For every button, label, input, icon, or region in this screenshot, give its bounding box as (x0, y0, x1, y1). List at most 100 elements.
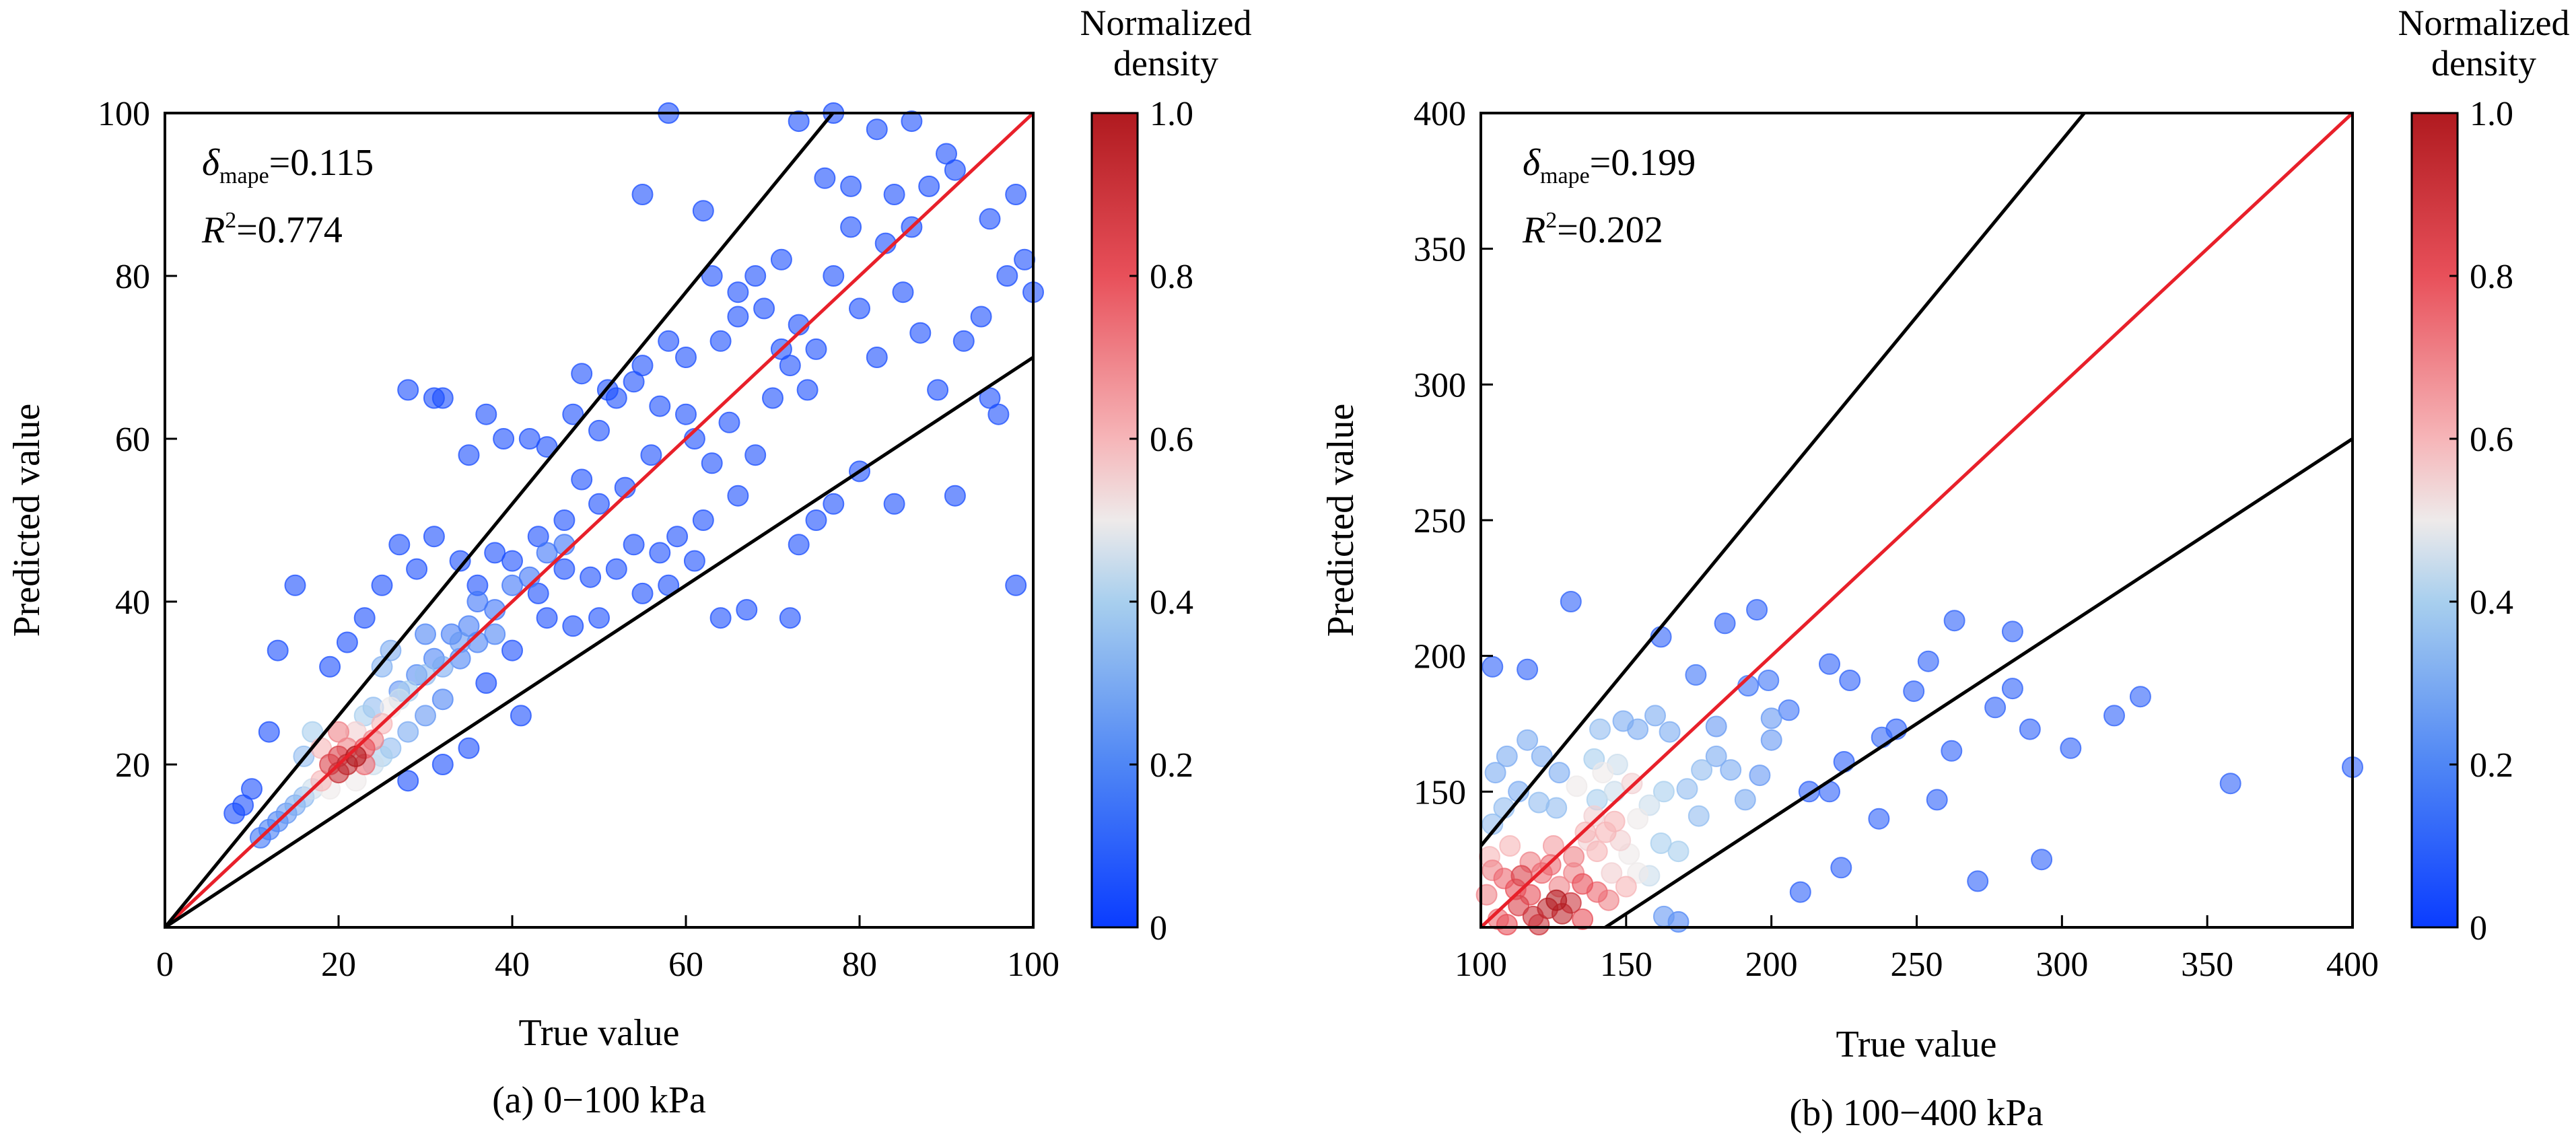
bound-line (164, 112, 835, 929)
data-point (388, 534, 411, 556)
panel-b-colorbar (2410, 112, 2459, 929)
panel-b-y-axis-label: Predicted value (1320, 404, 1362, 637)
data-point (883, 184, 905, 205)
data-point (1615, 876, 1637, 898)
data-point (744, 444, 767, 466)
data-point (1760, 729, 1782, 751)
data-point (1014, 248, 1036, 271)
data-point (1833, 751, 1855, 773)
data-point (805, 338, 827, 360)
data-point (1484, 762, 1506, 784)
y-tick-label: 150 (1414, 773, 1466, 812)
x-tick-label: 250 (1891, 946, 1943, 984)
data-point (562, 403, 584, 425)
data-point (1566, 775, 1588, 797)
panel-a-caption: (a) 0−100 kPa (492, 1079, 706, 1121)
data-point (727, 485, 749, 507)
data-point (901, 110, 923, 133)
panel-a-plot-frame (164, 112, 1035, 929)
data-point (1757, 670, 1780, 691)
data-point (944, 159, 966, 181)
data-point (709, 330, 732, 352)
data-point (1691, 759, 1713, 781)
data-point (1589, 718, 1611, 740)
data-point (397, 379, 419, 401)
x-tick-label: 100 (1455, 946, 1507, 984)
y-tick-label: 100 (98, 95, 150, 133)
data-point (223, 802, 246, 824)
x-tick-label: 80 (842, 946, 877, 984)
data-point (1943, 610, 1965, 632)
colorbar-tick-label: 0.8 (2470, 258, 2513, 296)
x-tick-label: 0 (156, 946, 174, 984)
data-point (371, 655, 393, 678)
panel-b-caption: (b) 100−400 kPa (1790, 1092, 2044, 1134)
data-point (1510, 865, 1533, 887)
data-point (1926, 789, 1948, 811)
data-point (1508, 894, 1530, 917)
data-point (415, 705, 436, 727)
data-point (788, 534, 810, 556)
data-point (449, 550, 471, 572)
data-point (1496, 745, 1518, 767)
data-point (892, 281, 914, 304)
data-point (840, 216, 862, 238)
data-point (1868, 808, 1890, 830)
data-point (1720, 759, 1742, 781)
data-point (562, 615, 584, 637)
data-point (267, 639, 289, 662)
data-point (353, 607, 376, 629)
panel-b-reference-lines (1480, 112, 2354, 929)
data-point (823, 493, 845, 515)
data-point (484, 623, 506, 645)
data-point (753, 297, 775, 320)
data-point (1005, 574, 1027, 596)
y-tick-label: 250 (1414, 502, 1466, 540)
data-point (284, 574, 306, 596)
panel-b-colorbar-title-line2: density (2431, 43, 2536, 83)
x-tick-label: 300 (2035, 946, 2088, 984)
data-point (1545, 889, 1568, 911)
data-point (918, 175, 940, 197)
colorbar-tick-label: 1.0 (1150, 95, 1193, 133)
panel-a-y-ticks: 20 40 60 80 100 (98, 95, 177, 785)
data-point (466, 591, 489, 612)
data-point (475, 403, 497, 425)
panel-a-points (223, 102, 1044, 849)
data-point (1746, 599, 1768, 621)
data-point (2019, 718, 2041, 740)
data-point (805, 509, 827, 531)
data-point (1941, 740, 1963, 762)
x-tick-label: 100 (1007, 946, 1059, 984)
data-point (727, 306, 749, 328)
x-tick-label: 350 (2181, 946, 2233, 984)
data-point (510, 705, 532, 727)
data-point (2103, 705, 2125, 727)
data-point (883, 493, 905, 515)
data-point (1749, 764, 1771, 787)
data-point (709, 607, 732, 629)
panel-a-colorbar (1090, 112, 1139, 929)
data-point (1621, 773, 1643, 795)
data-point (501, 574, 523, 596)
y-tick-label: 40 (115, 583, 150, 622)
data-point (631, 582, 654, 604)
data-point (849, 297, 870, 320)
data-point (1572, 873, 1594, 895)
data-point (744, 265, 767, 287)
panel-b-colorbar-title: Normalized (2398, 3, 2570, 43)
data-point (431, 688, 454, 711)
data-point (415, 623, 436, 645)
data-point (1627, 862, 1649, 884)
panel-b-x-axis-label: True value (1836, 1024, 1996, 1065)
data-point (1005, 184, 1027, 205)
data-point (1650, 832, 1672, 854)
data-point (1601, 862, 1623, 884)
data-point (692, 509, 714, 531)
data-point (553, 558, 576, 580)
panel-a-colorbar-ticks: 0 0.2 0.4 0.6 0.8 1.0 (1129, 95, 1193, 948)
data-point (623, 534, 645, 556)
panel-a-reference-lines (164, 112, 1035, 929)
data-point (762, 387, 784, 409)
panel-b-colorbar-ticks: 0 0.2 0.4 0.6 0.8 1.0 (2449, 95, 2513, 948)
